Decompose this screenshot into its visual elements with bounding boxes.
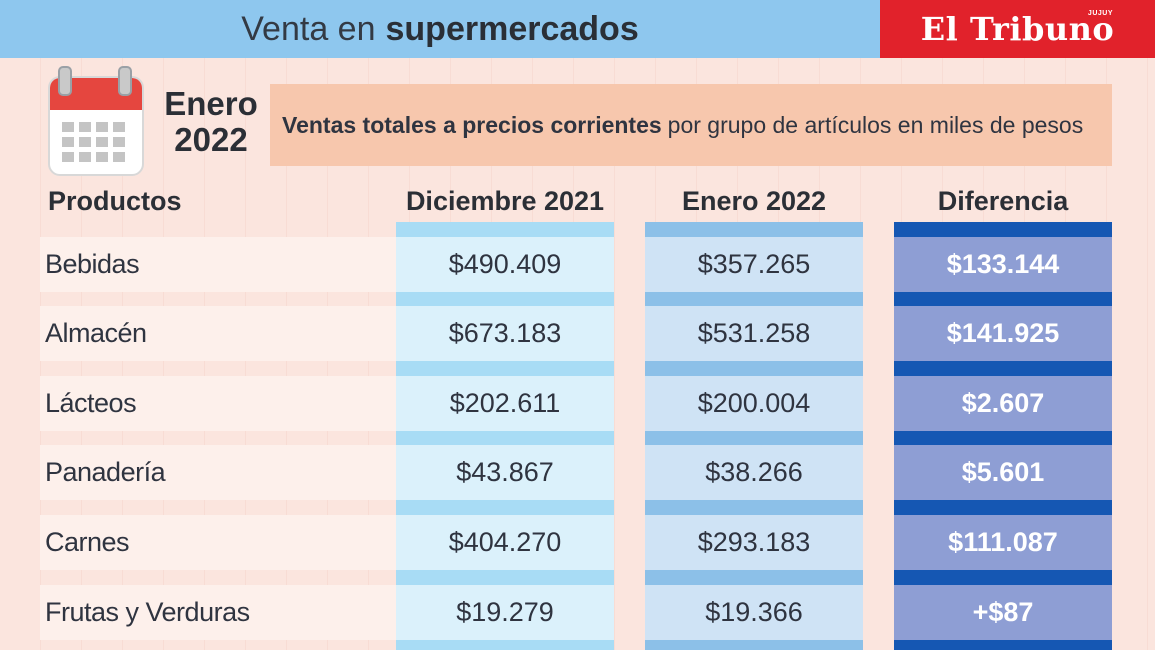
cell-diciembre: $202.611 [396,376,614,431]
header-bar: Venta en supermercados El Tribuno JUJUY [0,0,1155,58]
brand-logo: El Tribuno JUJUY [880,0,1155,58]
table-row: Almacén $673.183 $531.258 $141.925 [40,306,1112,361]
cell-producto: Lácteos [40,376,396,431]
page-title: Venta en supermercados [0,0,880,58]
period-month: Enero [164,85,258,122]
table-row: Carnes $404.270 $293.183 $111.087 [40,515,1112,570]
cell-producto: Frutas y Verduras [40,585,396,640]
header-diferencia: Diferencia [937,186,1069,216]
cell-diferencia: $5.601 [894,445,1112,500]
title-bold: supermercados [385,9,639,48]
cell-enero: $531.258 [645,306,863,361]
column-diciembre-bg [396,222,614,650]
cell-producto: Bebidas [40,237,396,292]
header-diciembre: Diciembre 2021 [405,186,605,216]
cell-enero: $200.004 [645,376,863,431]
cell-diciembre: $673.183 [396,306,614,361]
brand-sub: JUJUY [1087,10,1113,17]
cell-enero: $293.183 [645,515,863,570]
title-prefix: Venta en [241,9,376,48]
calendar-icon [48,66,144,176]
column-enero-bg [645,222,863,650]
cell-enero: $38.266 [645,445,863,500]
cell-producto: Panadería [40,445,396,500]
subtitle-bold: Ventas totales a precios corrientes [282,111,662,138]
table-row: Frutas y Verduras $19.279 $19.366 +$87 [40,585,1112,640]
cell-diferencia: $2.607 [894,376,1112,431]
cell-producto: Carnes [40,515,396,570]
cell-enero: $357.265 [645,237,863,292]
cell-diciembre: $404.270 [396,515,614,570]
cell-diciembre: $43.867 [396,445,614,500]
table-row: Lácteos $202.611 $200.004 $2.607 [40,376,1112,431]
brand-name: El Tribuno [920,10,1115,48]
cell-diferencia: $141.925 [894,306,1112,361]
cell-diferencia: $111.087 [894,515,1112,570]
table-row: Bebidas $490.409 $357.265 $133.144 [40,237,1112,292]
header-enero: Enero 2022 [681,186,827,216]
subtitle: Ventas totales a precios corrientes por … [270,84,1112,166]
cell-producto: Almacén [40,306,396,361]
cell-diciembre: $490.409 [396,237,614,292]
subtitle-rest: por grupo de artículos en miles de pesos [667,111,1084,138]
cell-enero: $19.366 [645,585,863,640]
table-row: Panadería $43.867 $38.266 $5.601 [40,445,1112,500]
cell-diferencia: +$87 [894,585,1112,640]
cell-diciembre: $19.279 [396,585,614,640]
period-year: 2022 [174,121,248,158]
column-diferencia-bg [894,222,1112,650]
header-productos: Productos [48,186,182,216]
period-label: Enero 2022 [156,86,266,158]
cell-diferencia: $133.144 [894,237,1112,292]
